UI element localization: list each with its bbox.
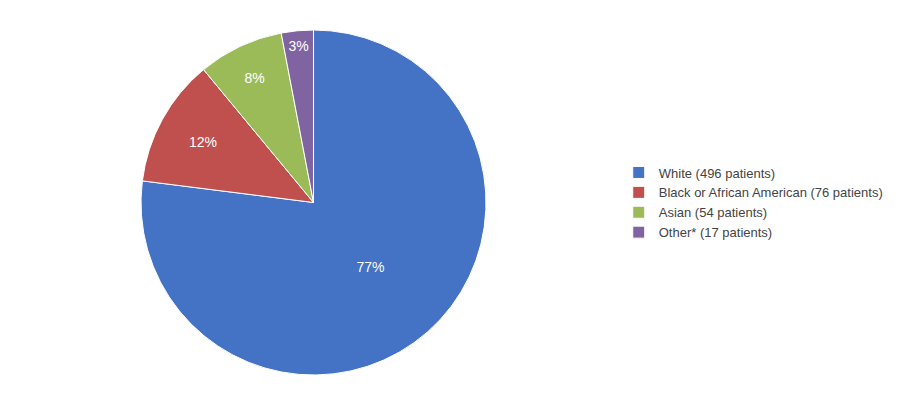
svg-text:8%: 8%	[245, 70, 265, 86]
svg-text:77%: 77%	[357, 259, 385, 275]
svg-text:Other* (17 patients): Other* (17 patients)	[659, 225, 772, 240]
svg-text:Asian (54 patients): Asian (54 patients)	[659, 205, 767, 220]
svg-text:3%: 3%	[289, 38, 309, 54]
svg-text:White (496 patients): White (496 patients)	[659, 166, 775, 181]
svg-text:12%: 12%	[189, 134, 217, 150]
svg-text:Black or African American (76: Black or African American (76 patients)	[659, 185, 883, 200]
